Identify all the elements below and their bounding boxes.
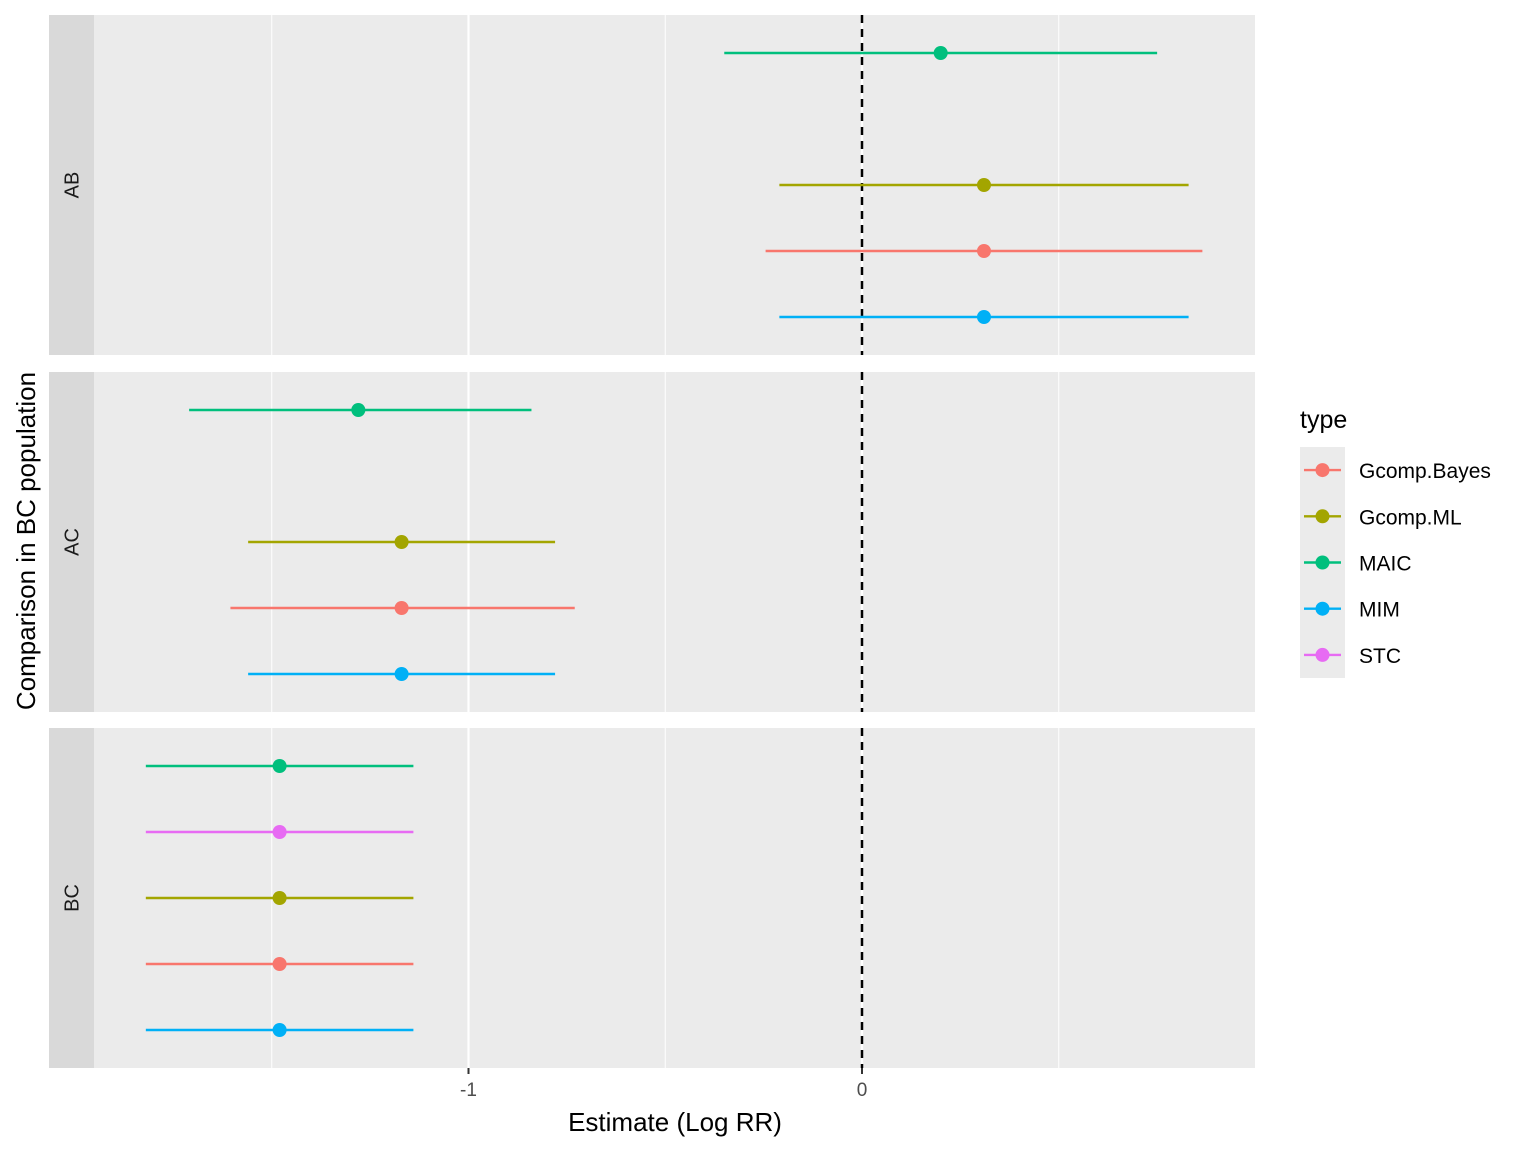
- point-estimate: [272, 891, 287, 905]
- legend-key-point: [1315, 647, 1330, 662]
- facet-label: BC: [62, 884, 84, 912]
- legend-key-point: [1315, 463, 1330, 478]
- legend-label: MAIC: [1359, 553, 1412, 576]
- legend-label: Gcomp.ML: [1359, 506, 1462, 529]
- estimate-mim: [779, 310, 1189, 324]
- point-estimate: [976, 310, 991, 324]
- legend-key-point: [1315, 601, 1330, 616]
- panel-bc: BC: [49, 728, 1255, 1068]
- point-estimate: [976, 178, 991, 192]
- legend-key-point: [1315, 509, 1330, 524]
- estimate-mim: [248, 667, 556, 681]
- y-axis-title: Comparison in BC population: [11, 372, 41, 710]
- panel-ac: AC: [49, 372, 1255, 712]
- facet-strip: [49, 728, 94, 1068]
- point-estimate: [394, 535, 409, 549]
- point-estimate: [272, 957, 287, 971]
- legend-entry-mim: MIM: [1304, 599, 1400, 622]
- legend-entry-gcomp-bayes: Gcomp.Bayes: [1304, 460, 1491, 483]
- estimate-gcomp-bayes: [145, 957, 414, 971]
- estimate-maic: [724, 46, 1158, 60]
- estimate-gcomp-ml: [145, 891, 414, 905]
- x-axis: -1 0: [460, 1068, 867, 1101]
- legend-title: type: [1300, 406, 1347, 434]
- estimate-gcomp-bayes: [765, 244, 1203, 258]
- legend-label: STC: [1359, 645, 1401, 668]
- point-estimate: [976, 244, 991, 258]
- panel-ab: AB: [49, 15, 1255, 355]
- facet-strip: [49, 372, 94, 712]
- legend-entry-gcomp-ml: Gcomp.ML: [1304, 506, 1462, 529]
- legend-entry-stc: STC: [1304, 645, 1401, 668]
- point-estimate: [394, 667, 409, 681]
- facet-strip: [49, 15, 94, 355]
- estimate-maic: [189, 403, 532, 417]
- facet-label: AB: [62, 172, 84, 199]
- legend-key-point: [1315, 555, 1330, 570]
- point-estimate: [351, 403, 366, 417]
- estimate-mim: [145, 1023, 414, 1037]
- facet-label: AC: [62, 528, 84, 556]
- estimate-gcomp-ml: [248, 535, 556, 549]
- legend-label: Gcomp.Bayes: [1359, 460, 1491, 483]
- point-estimate: [272, 1023, 287, 1037]
- estimate-stc: [145, 825, 414, 839]
- estimate-maic: [145, 759, 414, 773]
- estimate-gcomp-bayes: [230, 601, 575, 615]
- legend: type Gcomp.Bayes Gcomp.ML MAIC MIM STC: [1300, 406, 1491, 678]
- point-estimate: [272, 759, 287, 773]
- estimate-gcomp-ml: [779, 178, 1189, 192]
- x-tick-label: 0: [857, 1080, 868, 1101]
- x-axis-title: Estimate (Log RR): [568, 1107, 782, 1137]
- point-estimate: [272, 825, 287, 839]
- x-tick-label: -1: [460, 1080, 477, 1101]
- legend-entry-maic: MAIC: [1304, 553, 1412, 576]
- legend-label: MIM: [1359, 599, 1400, 622]
- point-estimate: [394, 601, 409, 615]
- panels: AB AC BC: [49, 15, 1255, 1068]
- point-estimate: [933, 46, 948, 60]
